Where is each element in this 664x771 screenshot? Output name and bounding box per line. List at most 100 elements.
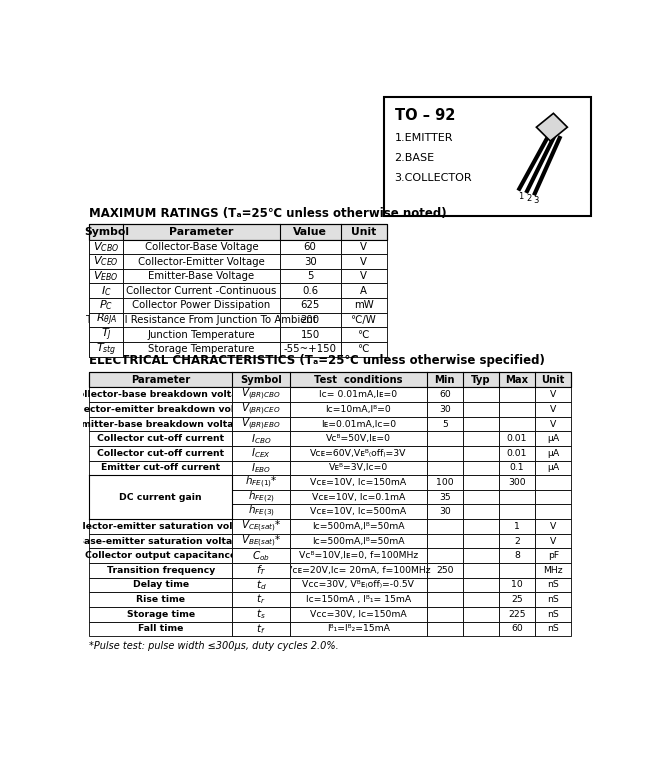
Text: Rise time: Rise time [136, 595, 185, 604]
Bar [427, 592, 463, 607]
Bar [427, 402, 463, 416]
Text: μA: μA [547, 449, 559, 458]
Bar [232, 416, 290, 431]
Text: mW: mW [354, 301, 374, 311]
Bar [89, 254, 124, 269]
Bar [535, 548, 571, 563]
Bar [232, 446, 290, 460]
Bar [232, 402, 290, 416]
Text: $t_f$: $t_f$ [256, 622, 266, 636]
Text: ELECTRICAL CHARACTERISTICS (Tₐ=25℃ unless otherwise specified): ELECTRICAL CHARACTERISTICS (Tₐ=25℃ unles… [89, 355, 545, 368]
Bar [463, 621, 499, 636]
Bar [89, 431, 232, 446]
Text: 8: 8 [514, 551, 520, 561]
Bar [280, 298, 341, 313]
Text: Collector-base breakdown voltage: Collector-base breakdown voltage [71, 390, 250, 399]
Text: $f_T$: $f_T$ [256, 564, 266, 577]
Text: $V_{EBO}$: $V_{EBO}$ [94, 269, 119, 283]
Bar [341, 269, 387, 284]
Bar [427, 548, 463, 563]
Bar [280, 254, 341, 269]
Bar [463, 402, 499, 416]
Text: V: V [361, 257, 367, 267]
Text: 1: 1 [518, 192, 523, 201]
Bar [499, 402, 535, 416]
Text: Rθⰺᴀ: Rθⰺᴀ [94, 315, 119, 325]
Text: Symbol: Symbol [84, 227, 129, 237]
Bar [290, 577, 427, 592]
Bar [463, 475, 499, 490]
Bar [89, 490, 232, 504]
Text: 300: 300 [508, 478, 526, 487]
Text: Iᴄ=10mA,Iᴮ=0: Iᴄ=10mA,Iᴮ=0 [325, 405, 391, 414]
Text: Emitter-Base Voltage: Emitter-Base Voltage [149, 271, 254, 281]
Bar [232, 490, 290, 504]
Bar [427, 460, 463, 475]
Bar [499, 460, 535, 475]
Text: V: V [550, 390, 556, 399]
Text: Collector output capacitance: Collector output capacitance [85, 551, 236, 561]
Text: Collector cut-off current: Collector cut-off current [97, 449, 224, 458]
Bar [290, 534, 427, 548]
Text: Storage time: Storage time [127, 610, 195, 618]
Text: $V_{CEO}$: $V_{CEO}$ [94, 254, 120, 268]
Bar [463, 431, 499, 446]
Text: V₍ᴮᴿ₎ᴄᴇₒ: V₍ᴮᴿ₎ᴄᴇₒ [245, 405, 278, 414]
Text: Vcc=30V, Iᴄ=150mA: Vcc=30V, Iᴄ=150mA [310, 610, 407, 618]
Text: DC current gain: DC current gain [120, 478, 202, 487]
Text: 30: 30 [439, 507, 451, 517]
Bar [89, 224, 387, 240]
Bar [124, 328, 280, 342]
Bar [290, 592, 427, 607]
Bar [341, 240, 387, 254]
Text: Iᴇᴮₒ: Iᴇᴮₒ [254, 463, 269, 473]
Bar [232, 621, 290, 636]
Bar [89, 342, 124, 357]
Text: $V_{CE(sat)}$*: $V_{CE(sat)}$* [241, 519, 282, 534]
Bar [232, 504, 290, 519]
Text: Vᴮᴇ ₍sat₎*: Vᴮᴇ ₍sat₎* [240, 537, 282, 546]
Bar [232, 475, 290, 490]
Bar [232, 548, 290, 563]
Text: Vᴄᴇₒ: Vᴄᴇₒ [96, 257, 117, 267]
Bar [463, 534, 499, 548]
Text: 100: 100 [436, 478, 454, 487]
Text: Emitter cut-off current: Emitter cut-off current [101, 463, 220, 473]
Text: hᴼᴇ₍₃₎: hᴼᴇ₍₃₎ [250, 507, 273, 517]
Text: $V_{CBO}$: $V_{CBO}$ [93, 240, 120, 254]
Text: hᴼᴇ₍₁₎*: hᴼᴇ₍₁₎* [247, 478, 275, 487]
Bar [124, 298, 280, 313]
Bar [535, 504, 571, 519]
Bar [427, 431, 463, 446]
Bar [499, 577, 535, 592]
Bar [463, 446, 499, 460]
Bar [290, 446, 427, 460]
Bar [89, 313, 124, 328]
Text: nS: nS [547, 610, 559, 618]
Bar [499, 519, 535, 534]
Text: $h_{FE(1)}$*: $h_{FE(1)}$* [245, 475, 278, 490]
Text: Parameter: Parameter [131, 375, 191, 385]
Text: Vᴄᴇ=10V, Iᴄ=0.1mA: Vᴄᴇ=10V, Iᴄ=0.1mA [311, 493, 405, 502]
Bar [499, 534, 535, 548]
Bar [89, 224, 387, 240]
Text: hᴼᴇ₍₂₎: hᴼᴇ₍₂₎ [250, 493, 273, 502]
Text: Typ: Typ [471, 375, 491, 385]
Text: 0.1: 0.1 [510, 463, 525, 473]
Text: V: V [550, 419, 556, 429]
Bar [89, 563, 232, 577]
Bar [89, 240, 124, 254]
Bar [232, 607, 290, 621]
Text: Tₛₜᴳ: Tₛₜᴳ [98, 345, 116, 355]
Bar [499, 563, 535, 577]
Bar [232, 416, 290, 431]
Bar [341, 298, 387, 313]
Text: ℃: ℃ [358, 330, 369, 340]
Bar [232, 548, 290, 563]
Text: Vᴄᴇ=20V,Iᴄ= 20mA, f=100MHz: Vᴄᴇ=20V,Iᴄ= 20mA, f=100MHz [286, 566, 431, 575]
Bar [89, 475, 232, 519]
Text: 35: 35 [439, 493, 451, 502]
Text: Collector-emitter saturation voltage: Collector-emitter saturation voltage [66, 522, 256, 531]
Text: μA: μA [547, 463, 559, 473]
Bar [280, 269, 341, 284]
